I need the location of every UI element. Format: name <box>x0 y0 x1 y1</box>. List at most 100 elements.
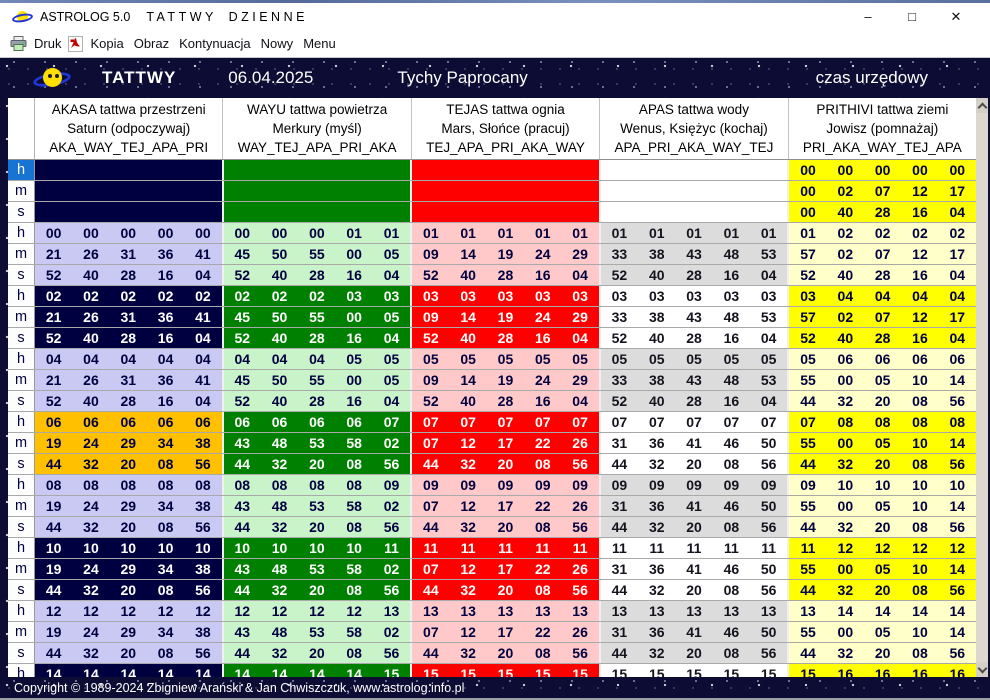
cells-akasa: 21 26 31 36 41 <box>35 307 222 327</box>
tattva-cell: 22 <box>534 498 551 514</box>
tattva-cell: 20 <box>874 456 891 472</box>
tattva-cell <box>412 160 449 180</box>
tattva-cell <box>35 202 72 222</box>
tattva-cell: 04 <box>45 351 62 367</box>
chevron-down-icon <box>977 663 987 673</box>
cells-akasa <box>35 202 222 222</box>
tattva-cell: 03 <box>497 288 514 304</box>
tattva-cell: 13 <box>383 603 400 619</box>
tattva-cell <box>524 160 561 180</box>
cells-tejas <box>410 181 599 201</box>
cells-wayu: 43 48 53 58 02 <box>221 622 411 642</box>
pdf-icon[interactable] <box>68 35 84 52</box>
cells-akasa: 52 40 28 16 04 <box>35 265 222 285</box>
tattva-cell: 44 <box>234 519 251 535</box>
tattva-cell: 12 <box>460 561 476 577</box>
tattva-cell: 17 <box>497 624 514 640</box>
tattva-cell: 04 <box>271 351 288 367</box>
menu-item-kontynuacja[interactable]: Kontynuacja <box>179 36 251 51</box>
tattva-cell: 11 <box>761 540 777 556</box>
tattva-cell: 02 <box>383 624 400 640</box>
tattva-cell: 03 <box>423 288 439 304</box>
column-header-wayu: WAYU tattwa powietrza Merkury (myśl) WAY_T… <box>222 98 410 159</box>
tattva-cell <box>450 181 487 201</box>
menu-item-druk[interactable]: Druk <box>34 36 62 51</box>
tattva-cell: 09 <box>460 477 476 493</box>
tattva-cell <box>487 181 524 201</box>
tattva-cell: 09 <box>800 477 816 493</box>
tattva-cell: 03 <box>648 288 665 304</box>
tattva-cell: 08 <box>534 456 551 472</box>
tattva-cell: 08 <box>120 477 137 493</box>
tattva-cell: 04 <box>383 393 400 409</box>
tattva-cell: 07 <box>534 414 551 430</box>
tattva-cell <box>601 181 638 201</box>
tattva-cell: 07 <box>611 414 628 430</box>
tattva-cell: 07 <box>423 498 439 514</box>
cells-wayu <box>221 202 411 222</box>
tattva-cell: 40 <box>460 267 476 283</box>
tattva-cell: 14 <box>837 603 854 619</box>
tattva-cell: 44 <box>423 582 439 598</box>
tattva-cell: 06 <box>346 414 362 430</box>
header-date: 06.04.2025 <box>228 68 314 87</box>
tattva-cell: 06 <box>912 351 928 367</box>
tattva-cell: 15 <box>383 666 400 677</box>
printer-icon[interactable] <box>10 36 27 51</box>
tattva-cell <box>601 202 638 222</box>
tattva-cell: 16 <box>912 267 928 283</box>
tattva-cell: 08 <box>534 645 551 661</box>
tattva-cell: 07 <box>723 414 740 430</box>
tattva-cell: 52 <box>234 267 251 283</box>
menu-item-menu[interactable]: Menu <box>303 36 336 51</box>
tattva-cell: 13 <box>648 603 665 619</box>
tattva-cell: 02 <box>837 309 854 325</box>
tattva-cell: 12 <box>83 603 99 619</box>
vertical-scrollbar[interactable] <box>976 98 988 677</box>
tattva-cell: 13 <box>572 603 588 619</box>
tattva-cell: 00 <box>120 225 137 241</box>
table-row: m 00 02 07 12 17 <box>8 181 976 202</box>
tattva-cell: 05 <box>611 351 628 367</box>
tattva-cell: 32 <box>83 582 99 598</box>
maximize-button[interactable]: □ <box>908 9 916 24</box>
tattva-cell: 24 <box>83 624 99 640</box>
tattva-cell: 43 <box>686 246 702 262</box>
tattva-cell: 24 <box>534 372 551 388</box>
tattva-cell: 16 <box>157 267 174 283</box>
tattva-cell: 07 <box>572 414 588 430</box>
menu-item-obraz[interactable]: Obraz <box>133 36 170 51</box>
tattva-cell: 01 <box>460 225 476 241</box>
menu-item-kopia[interactable]: Kopia <box>90 36 124 51</box>
tattva-cell <box>336 202 373 222</box>
scroll-up-button[interactable] <box>976 98 988 113</box>
row-label-m: m <box>8 307 35 327</box>
tattva-cell: 08 <box>874 414 891 430</box>
cells-akasa: 08 08 08 08 08 <box>35 475 222 495</box>
tattva-cell: 16 <box>346 267 362 283</box>
tattva-cell <box>72 202 109 222</box>
close-button[interactable]: ✕ <box>950 8 962 24</box>
minimize-button[interactable]: – <box>864 9 872 24</box>
tattva-cell: 00 <box>837 162 854 178</box>
cells-wayu: 14 14 14 14 15 <box>221 664 411 677</box>
tattva-cell <box>110 181 147 201</box>
tattva-cell: 31 <box>120 309 137 325</box>
tattva-cell: 31 <box>120 246 137 262</box>
tattva-cell: 11 <box>800 540 816 556</box>
tattva-cell: 04 <box>195 393 211 409</box>
scroll-down-button[interactable] <box>976 662 988 677</box>
tattva-cell: 11 <box>498 540 513 556</box>
tattva-cell: 50 <box>760 561 777 577</box>
cells-prithivi: 44 32 20 08 56 <box>787 580 976 600</box>
tattva-cell: 03 <box>800 288 816 304</box>
cells-prithivi: 00 00 00 00 00 <box>787 160 976 180</box>
tattva-cell: 12 <box>912 183 928 199</box>
tattva-cell: 57 <box>800 309 816 325</box>
menu-item-nowy[interactable]: Nowy <box>260 36 294 51</box>
tattva-cell <box>675 181 712 201</box>
row-label-m: m <box>8 496 35 516</box>
tattva-cell: 08 <box>723 519 740 535</box>
tattva-cell <box>298 160 335 180</box>
tattva-cell: 43 <box>234 498 251 514</box>
